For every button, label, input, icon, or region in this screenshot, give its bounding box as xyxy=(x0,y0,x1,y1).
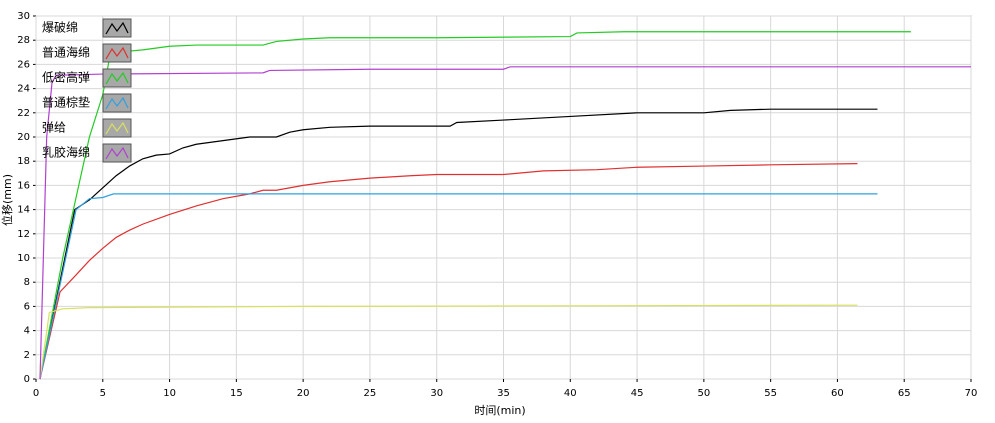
x-tick-label: 10 xyxy=(163,388,176,399)
data-line xyxy=(39,193,878,380)
x-tick-label: 30 xyxy=(430,388,443,399)
x-tick-label: 0 xyxy=(33,388,39,399)
legend-label: 低密高弹 xyxy=(42,70,90,85)
y-tick-label: 0 xyxy=(24,374,30,385)
x-tick-label: 20 xyxy=(297,388,310,399)
legend-swatch xyxy=(102,143,132,163)
legend-swatch xyxy=(102,68,132,88)
x-tick-label: 45 xyxy=(631,388,644,399)
x-tick-label: 60 xyxy=(831,388,844,399)
y-tick-label: 12 xyxy=(17,229,30,240)
legend-line xyxy=(105,121,129,135)
legend-line xyxy=(105,146,129,160)
data-line xyxy=(39,66,971,380)
y-tick-label: 18 xyxy=(17,156,30,167)
legend-label: 普通棕垫 xyxy=(42,95,90,110)
y-tick-label: 2 xyxy=(24,350,30,361)
legend-line xyxy=(105,21,129,35)
y-tick-label: 4 xyxy=(24,326,30,337)
legend-swatch xyxy=(102,43,132,63)
data-line xyxy=(39,108,878,380)
y-tick-label: 16 xyxy=(17,180,30,191)
x-tick-label: 65 xyxy=(898,388,911,399)
y-tick-label: 26 xyxy=(17,59,30,70)
x-tick-label: 50 xyxy=(697,388,710,399)
y-tick-label: 30 xyxy=(17,11,30,22)
legend-line xyxy=(105,71,129,85)
x-tick-label: 35 xyxy=(497,388,510,399)
x-tick-label: 25 xyxy=(364,388,377,399)
x-tick-label: 70 xyxy=(965,388,978,399)
y-tick-label: 8 xyxy=(24,277,30,288)
x-tick-label: 5 xyxy=(100,388,106,399)
legend-swatch xyxy=(102,118,132,138)
legend-label: 弹给 xyxy=(42,121,66,135)
x-tick-label: 40 xyxy=(564,388,577,399)
legend-swatch xyxy=(102,93,132,113)
y-axis-title: 位移(mm) xyxy=(0,174,14,226)
y-tick-label: 14 xyxy=(17,205,30,216)
data-line xyxy=(39,304,858,380)
x-axis-title: 时间(min) xyxy=(474,404,525,417)
legend-label: 乳胶海绵 xyxy=(42,145,90,160)
legend-label: 爆破绵 xyxy=(42,20,78,35)
data-line xyxy=(39,163,858,380)
y-tick-label: 6 xyxy=(24,301,30,312)
y-tick-label: 20 xyxy=(17,132,30,143)
x-tick-label: 15 xyxy=(230,388,243,399)
legend-swatch xyxy=(102,18,132,38)
y-tick-label: 24 xyxy=(17,84,30,95)
x-tick-label: 55 xyxy=(764,388,777,399)
legend-line xyxy=(105,96,129,110)
data-line xyxy=(39,31,911,380)
y-tick-label: 22 xyxy=(17,108,30,119)
y-tick-label: 28 xyxy=(17,35,30,46)
legend-line xyxy=(105,46,129,60)
y-tick-label: 10 xyxy=(17,253,30,264)
legend-label: 普通海绵 xyxy=(42,45,90,60)
